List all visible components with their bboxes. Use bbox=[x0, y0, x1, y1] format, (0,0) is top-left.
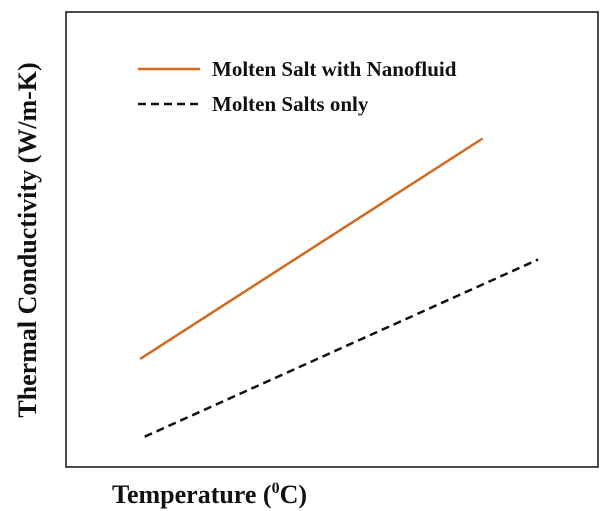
legend: Molten Salt with Nanofluid Molten Salts … bbox=[138, 57, 457, 116]
plot-frame bbox=[65, 11, 599, 468]
x-axis-title-main: Temperature ( bbox=[112, 480, 272, 509]
x-axis-title: Temperature (0C) bbox=[112, 480, 307, 509]
x-axis-title-suffix: C) bbox=[280, 480, 307, 509]
y-axis-title: Thermal Conductivity (W/m-K) bbox=[13, 62, 42, 417]
series-line-salts-only bbox=[144, 258, 539, 438]
legend-label-nanofluid: Molten Salt with Nanofluid bbox=[212, 57, 457, 81]
legend-label-salts-only: Molten Salts only bbox=[212, 92, 369, 116]
series-line-nanofluid bbox=[139, 137, 484, 360]
series-layer bbox=[139, 137, 539, 438]
x-axis-title-superscript: 0 bbox=[272, 480, 280, 497]
